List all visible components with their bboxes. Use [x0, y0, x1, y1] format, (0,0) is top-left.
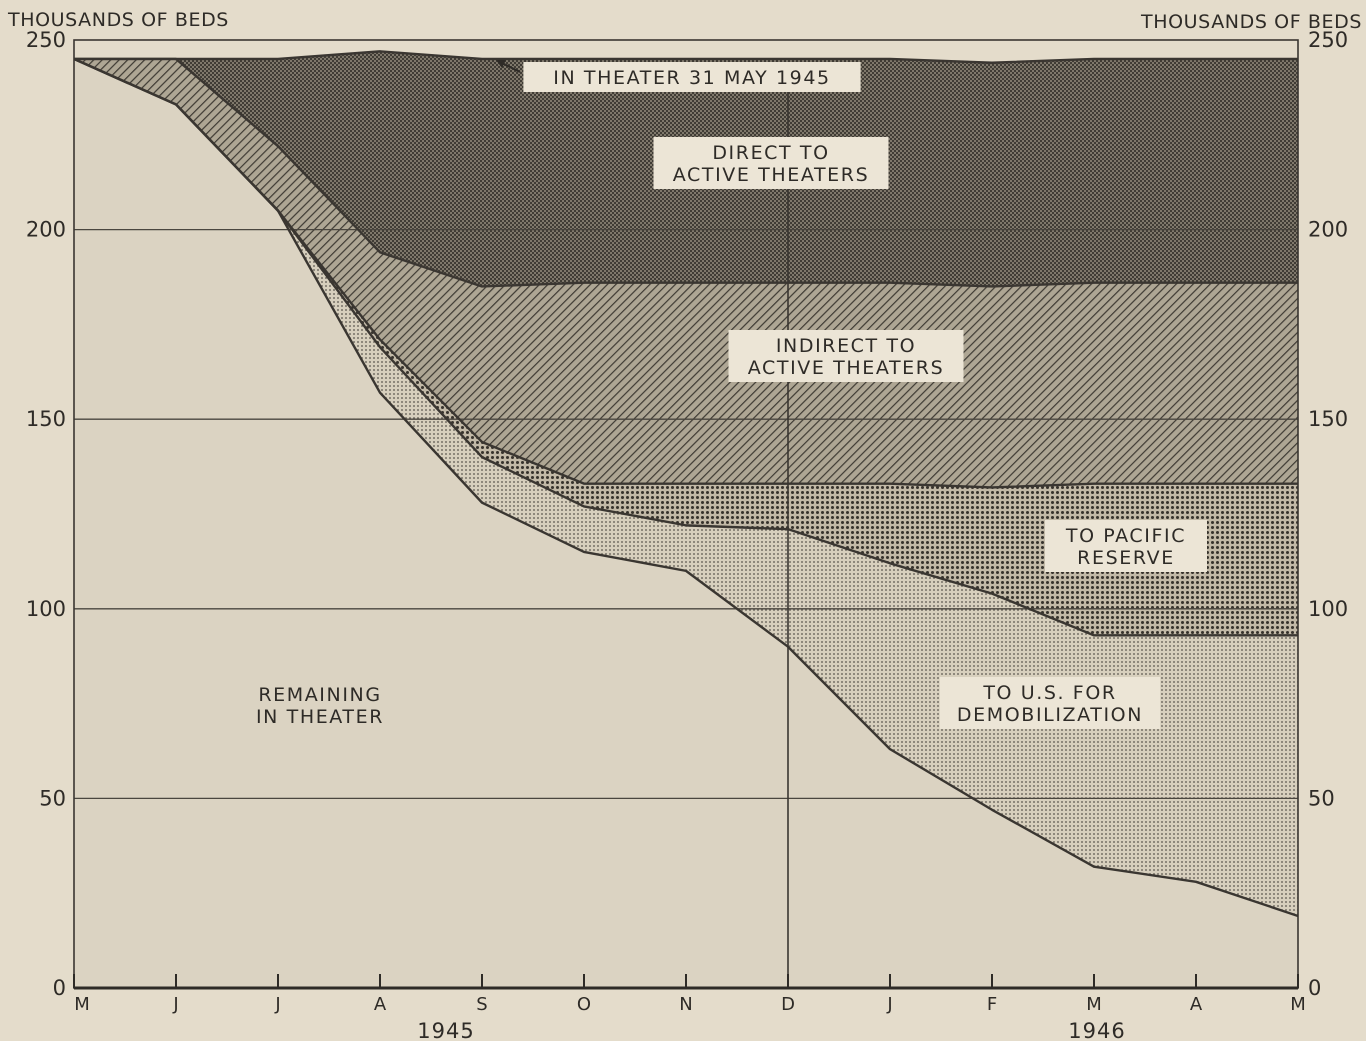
y-tick-label-left-150: 150 — [26, 407, 66, 431]
annotation-text: INDIRECT TO — [776, 335, 916, 357]
x-tick-label-6: N — [679, 994, 692, 1015]
annotation-box — [728, 330, 964, 382]
annotation-in-theater-31-may-1945: IN THEATER 31 MAY 1945 — [523, 62, 861, 92]
annotation-box — [1045, 520, 1207, 572]
area-remaining-in-theater — [74, 58, 1298, 988]
y-tick-label-left-200: 200 — [26, 218, 66, 242]
x-tick-label-5: O — [577, 994, 591, 1015]
annotation-box — [523, 62, 861, 92]
x-tick-label-8: J — [886, 994, 892, 1015]
annotation-text: TO PACIFIC — [1065, 525, 1186, 547]
annotation-text: IN THEATER — [256, 706, 384, 728]
x-tick-label-1: J — [172, 994, 178, 1015]
y-tick-label-right-50: 50 — [1308, 786, 1335, 810]
annotation-box — [939, 677, 1161, 729]
annotation-text: ACTIVE THEATERS — [673, 164, 869, 186]
x-tick-label-9: F — [987, 994, 997, 1015]
annotation-text: ACTIVE THEATERS — [748, 357, 944, 379]
annotation-text: DEMOBILIZATION — [957, 704, 1143, 726]
y-tick-label-right-100: 100 — [1308, 597, 1348, 621]
x-tick-label-10: M — [1086, 994, 1102, 1015]
y-tick-label-left-50: 50 — [39, 786, 66, 810]
boundary-line-direct-to-active-theaters — [74, 50, 1298, 64]
y-tick-label-left-0: 0 — [53, 976, 66, 1000]
y-tick-label-right-0: 0 — [1308, 976, 1321, 1000]
y-axis-unit-label-right: THOUSANDS OF BEDS — [1140, 11, 1362, 33]
y-axis-unit-label-left: THOUSANDS OF BEDS — [7, 9, 229, 31]
x-tick-label-4: S — [476, 994, 487, 1015]
area-indirect-to-active-theaters — [74, 58, 1298, 488]
annotation-text: TO U.S. FOR — [982, 682, 1116, 704]
annotation-text: IN THEATER 31 MAY 1945 — [553, 67, 830, 89]
year-label-1946: 1946 — [1068, 1019, 1125, 1041]
year-label-1945: 1945 — [417, 1019, 474, 1041]
x-tick-label-11: A — [1190, 994, 1203, 1015]
x-tick-label-7: D — [781, 994, 795, 1015]
x-tick-label-0: M — [74, 994, 90, 1015]
grid-layer — [74, 88, 1298, 988]
boundary-lines — [73, 50, 1299, 918]
y-tick-label-left-100: 100 — [26, 597, 66, 621]
y-tick-label-left-250: 250 — [26, 28, 66, 52]
pointer-arrowhead — [496, 60, 506, 68]
annotation-text: RESERVE — [1077, 547, 1175, 569]
x-tick-label-2: J — [274, 994, 280, 1015]
x-tick-label-3: A — [374, 994, 387, 1015]
annotation-box — [653, 137, 889, 189]
annotation-text: DIRECT TO — [712, 142, 829, 164]
y-tick-label-right-200: 200 — [1308, 218, 1348, 242]
y-tick-label-right-250: 250 — [1308, 28, 1348, 52]
boundary-line-to-pacific-reserve — [73, 57, 1298, 489]
area-to-pacific-reserve — [74, 58, 1298, 636]
y-tick-label-right-150: 150 — [1308, 407, 1348, 431]
annotation-text: REMAINING — [258, 684, 381, 706]
area-layer — [74, 51, 1298, 988]
boundary-line-indirect-to-active-theaters — [74, 57, 1298, 288]
x-tick-label-12: M — [1290, 994, 1306, 1015]
